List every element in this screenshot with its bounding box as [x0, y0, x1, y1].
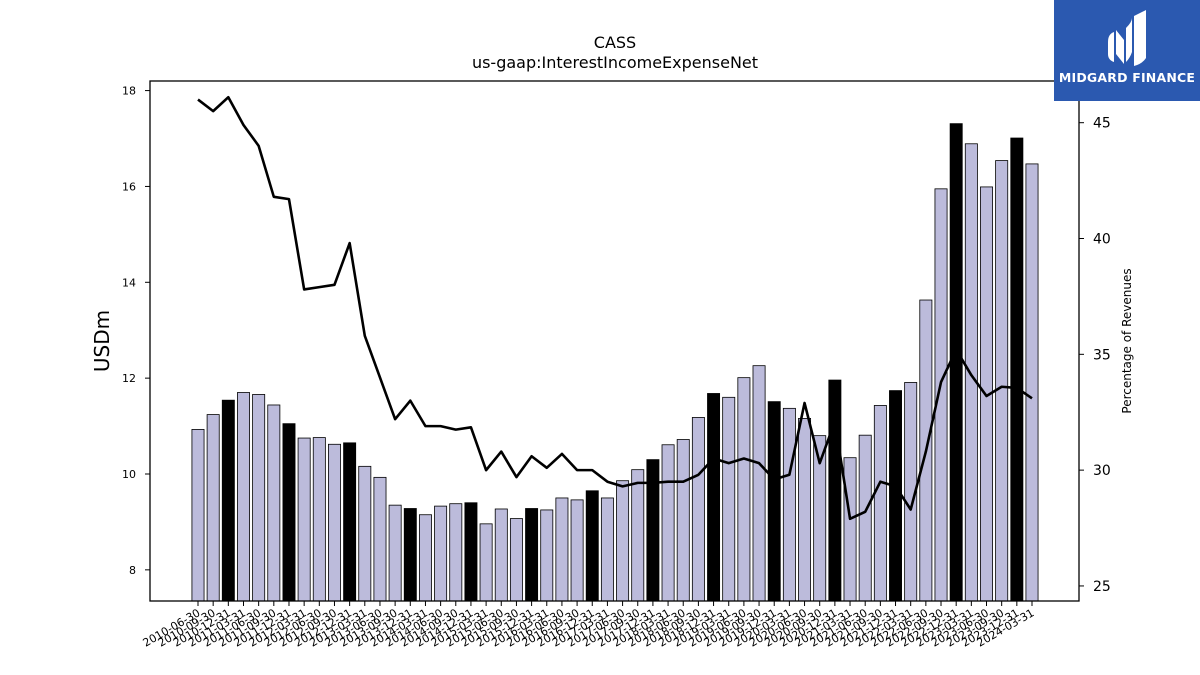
bar	[767, 401, 781, 602]
bar	[843, 457, 857, 602]
bar	[267, 404, 281, 602]
bar	[616, 480, 630, 602]
bar	[388, 504, 402, 602]
midgard-logo-icon	[1108, 10, 1146, 66]
bar	[995, 160, 1009, 602]
y-tick-label: 8	[129, 564, 136, 577]
bar	[934, 188, 948, 602]
bar	[358, 465, 372, 602]
plot-frame	[149, 80, 1080, 602]
bar	[328, 443, 341, 602]
bar	[282, 423, 296, 602]
y2-tick-label: 40	[1093, 232, 1111, 248]
bar	[873, 405, 887, 602]
bar	[403, 508, 417, 602]
bar	[206, 414, 220, 602]
bar	[449, 503, 463, 602]
bar	[585, 490, 599, 602]
y-tick-label: 14	[122, 276, 136, 289]
bar	[312, 437, 326, 602]
y-tick-label: 18	[122, 85, 136, 98]
y-tick-label: 12	[122, 372, 136, 385]
bar	[494, 508, 508, 602]
bar	[418, 514, 432, 602]
bar	[555, 497, 569, 602]
bar	[737, 377, 751, 602]
percentage-line	[197, 95, 1033, 521]
y2-tick-label: 30	[1093, 463, 1111, 479]
bar	[297, 437, 311, 602]
bar	[1025, 163, 1039, 602]
y2-tick-label: 45	[1093, 116, 1111, 132]
bar	[509, 518, 523, 602]
bar	[600, 497, 614, 602]
y2-tick-label: 35	[1093, 347, 1111, 363]
bar	[858, 434, 872, 602]
bar	[752, 365, 766, 602]
midgard-logo: MIDGARD FINANCE	[1054, 0, 1200, 101]
bar	[798, 417, 812, 602]
bar	[691, 417, 705, 602]
bar	[631, 469, 645, 602]
bar	[221, 399, 235, 602]
bar	[707, 393, 721, 602]
bar	[570, 499, 584, 602]
bar	[889, 390, 902, 602]
bar	[949, 123, 963, 602]
chart-subtitle: us-gaap:InterestIncomeExpenseNet	[472, 53, 758, 72]
bar	[646, 459, 660, 602]
bar	[191, 429, 205, 602]
bars-group	[191, 123, 1039, 602]
bar	[373, 476, 387, 602]
bar	[464, 502, 478, 602]
logo-text: MIDGARD FINANCE	[1058, 70, 1196, 85]
bar	[343, 442, 357, 602]
bar	[782, 407, 796, 602]
y-tick-label: 16	[122, 180, 136, 193]
chart-title: CASS	[594, 33, 636, 52]
x-axis: 2010-06-302010-09-302010-12-312011-03-31…	[141, 601, 1037, 650]
bar	[434, 505, 448, 602]
bar	[828, 379, 842, 602]
y2-axis-label: Percentage of Revenues	[1120, 268, 1134, 413]
bar	[237, 392, 250, 602]
y2-tick-label: 25	[1093, 579, 1111, 595]
bar	[479, 523, 493, 602]
bar	[676, 439, 690, 602]
y-axis: 8 10 12 14 16 18	[122, 85, 150, 577]
bar	[540, 509, 554, 602]
bar	[1010, 137, 1024, 602]
y-axis-label: USDm	[90, 310, 114, 372]
bar	[252, 394, 266, 602]
bar	[722, 396, 736, 602]
bar	[964, 143, 978, 602]
bar	[525, 508, 539, 602]
y-tick-label: 10	[122, 468, 136, 481]
bar	[661, 444, 675, 602]
y2-axis: 25 30 35 40 45	[1079, 116, 1111, 595]
line-group	[197, 95, 1033, 521]
